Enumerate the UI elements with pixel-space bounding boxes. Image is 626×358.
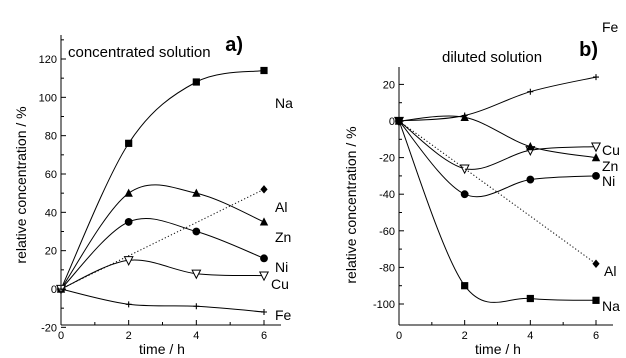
panel-b-series-zn-line [398, 115, 597, 159]
panel-a-title: concentrated solution [68, 44, 211, 61]
panel-b-series-na-label: Na [602, 298, 620, 314]
panel-a-series-fe-label: Fe [275, 307, 292, 323]
panel-a-y-tick-label: 120 [39, 54, 57, 66]
panel-b-y-tick-label: -80 [379, 262, 395, 274]
panel-b-y-tick-label: -100 [373, 299, 395, 311]
panel-a-series-ni-line [60, 218, 265, 290]
panel-a-y-tick-label: -20 [41, 322, 57, 334]
panel-b-series-ni-label: Ni [602, 173, 615, 189]
panel-b-x-tick-label: 2 [462, 330, 468, 342]
panel-b-series-al-point [592, 259, 600, 268]
panel-b-series-na-point [461, 282, 469, 290]
panel-a-series-al-point [260, 185, 268, 194]
panel-b-series-fe-label: Fe [602, 19, 619, 35]
panel-b-x-tick-label: 6 [593, 330, 599, 342]
panel-b-series-zn-point [460, 112, 469, 121]
panel-a-series-fe-line [60, 288, 265, 313]
panel-a-series-fe-point [58, 286, 64, 292]
panel-a-axes [60, 35, 281, 326]
panel-a-series-fe-point [261, 309, 267, 315]
panel-b-series-ni-point [592, 172, 600, 180]
panel-a-series-zn-point [124, 188, 133, 197]
panel-b-series-fe-line [398, 76, 597, 122]
panel-b-y-tick-label: -20 [379, 153, 395, 165]
panel-b-series-al-label: Al [604, 263, 616, 279]
panel-a-y-tick-label: 100 [39, 92, 57, 104]
panel-b-series-ni-point [460, 190, 469, 199]
panel-b-series-al-line [398, 120, 597, 265]
panel-a-series-cu-label: Cu [271, 276, 289, 292]
panel-b-series-na-line [398, 120, 597, 303]
panel-a-x-tick-label: 0 [58, 330, 64, 342]
panel-b-series-fe-point [527, 88, 534, 95]
panel-a-x-tick-label: 6 [261, 330, 267, 342]
panel-a-series-ni-point [192, 227, 201, 236]
panel-a-x-tick-label: 4 [193, 330, 199, 342]
panel-b-series-na-point [592, 296, 600, 304]
panel-b-series-ni-point [526, 175, 535, 184]
panel-a-series-cu-point [191, 269, 202, 280]
panel-b-series-cu-label: Cu [602, 142, 620, 158]
panel-b-series-fe-point [593, 74, 599, 81]
panel-b-series-cu-line [398, 120, 597, 170]
panel-a-series-ni-point [124, 218, 133, 226]
panel-a-y-tick-label: 80 [45, 131, 57, 143]
panel-b-y-tick-label: -40 [379, 189, 395, 201]
panel-a-series-zn-line [60, 184, 265, 290]
panel-a-series-cu-point [123, 256, 134, 266]
panel-a-y-tick-label: 60 [45, 169, 57, 181]
panel-a-series-al-label: Al [275, 199, 287, 215]
panel-b-y-tick-label: -60 [379, 226, 395, 238]
panel-b-series-zn-label: Zn [602, 158, 618, 174]
panel-b-series-cu-point [590, 142, 602, 153]
panel-b-y-tick-label: 0 [389, 116, 395, 128]
panel-a-letter: a) [225, 34, 243, 56]
panel-a-series-zn-label: Zn [275, 229, 291, 245]
panel-a-series-cu-point [258, 271, 270, 282]
panel-a-series-fe-point [193, 303, 200, 310]
panel-b-axes [398, 67, 613, 326]
panel-b-series-ni-line [398, 120, 597, 198]
panel-a-x-tick-label: 2 [126, 330, 132, 342]
panel-a-y-axis-title: relative concentration / % [13, 106, 29, 263]
panel-a-series-al-line [60, 188, 265, 290]
panel-b-y-tick-label: 20 [383, 79, 395, 91]
panel-a-series-na-point [260, 66, 268, 75]
panel-b-letter: b) [579, 39, 598, 61]
panel-b-series-na-point [526, 294, 534, 303]
panel-a-series-cu-line [60, 259, 265, 290]
panel-b-y-axis-title: relative concentration / % [343, 126, 359, 283]
panel-a-series-fe-point [125, 301, 132, 308]
panel-a-series-zn-point [259, 217, 269, 226]
panel-b-title: diluted solution [442, 49, 542, 66]
panel-a-series-na-label: Na [275, 95, 293, 111]
panel-a-series-zn-point [192, 188, 201, 197]
panel-a-y-tick-label: 0 [51, 284, 57, 296]
panel-b-x-tick-label: 0 [396, 330, 402, 342]
panel-a-series-na-line [60, 70, 265, 290]
panel-a-series-na-point [192, 78, 200, 86]
panel-a-x-axis-title: time / h [139, 341, 185, 357]
panel-a-series-na-point [125, 139, 133, 147]
panel-b-x-axis-title: time / h [475, 341, 521, 357]
panel-b-series-zn-point [526, 142, 535, 151]
panel-b-x-tick-label: 4 [527, 330, 533, 342]
panel-a-series-ni-point [260, 254, 268, 263]
panel-b-series-na-point [395, 117, 403, 125]
panel-a-y-tick-label: 20 [45, 246, 57, 258]
panel-a-series-ni-label: Ni [275, 259, 288, 275]
panel-b-series-zn-point [591, 153, 601, 162]
panel-a-y-tick-label: 40 [45, 207, 57, 219]
